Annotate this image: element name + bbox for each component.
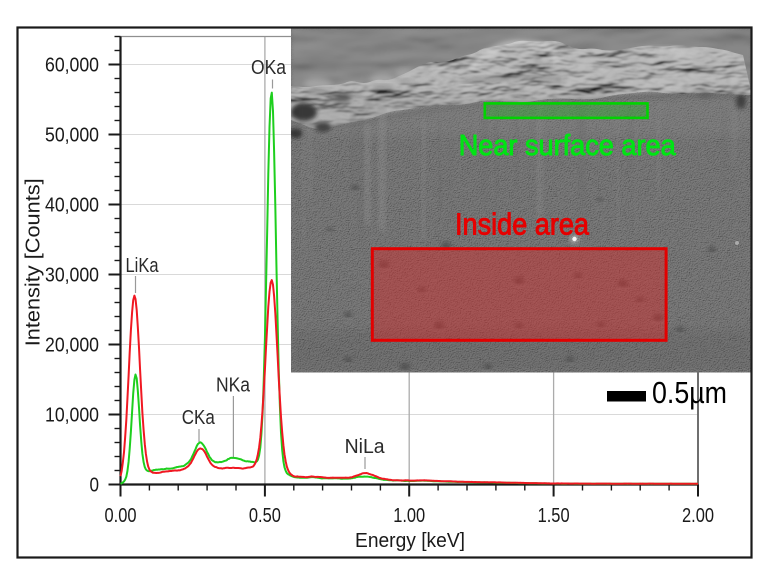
svg-text:NiLa: NiLa bbox=[345, 436, 386, 458]
svg-text:0: 0 bbox=[90, 474, 100, 497]
svg-text:Energy [keV]: Energy [keV] bbox=[355, 529, 465, 552]
svg-text:0.50: 0.50 bbox=[249, 504, 281, 527]
svg-text:LiKa: LiKa bbox=[126, 255, 160, 277]
svg-text:0.5µm: 0.5µm bbox=[652, 375, 727, 410]
svg-text:OKa: OKa bbox=[251, 57, 287, 79]
svg-text:1.00: 1.00 bbox=[393, 504, 425, 527]
svg-text:2.00: 2.00 bbox=[682, 504, 714, 527]
svg-text:0.00: 0.00 bbox=[105, 504, 137, 527]
svg-text:50,000: 50,000 bbox=[45, 124, 99, 147]
svg-text:Near surface area: Near surface area bbox=[459, 130, 676, 162]
svg-text:NKa: NKa bbox=[216, 375, 251, 397]
svg-text:20,000: 20,000 bbox=[45, 334, 99, 357]
svg-text:10,000: 10,000 bbox=[45, 404, 99, 427]
svg-text:60,000: 60,000 bbox=[45, 54, 99, 77]
svg-text:Intensity [Counts]: Intensity [Counts] bbox=[22, 178, 45, 346]
svg-text:1.50: 1.50 bbox=[538, 504, 570, 527]
svg-text:CKa: CKa bbox=[182, 407, 216, 429]
svg-text:40,000: 40,000 bbox=[45, 194, 99, 217]
svg-text:30,000: 30,000 bbox=[45, 264, 99, 287]
svg-text:Inside area: Inside area bbox=[455, 208, 589, 242]
